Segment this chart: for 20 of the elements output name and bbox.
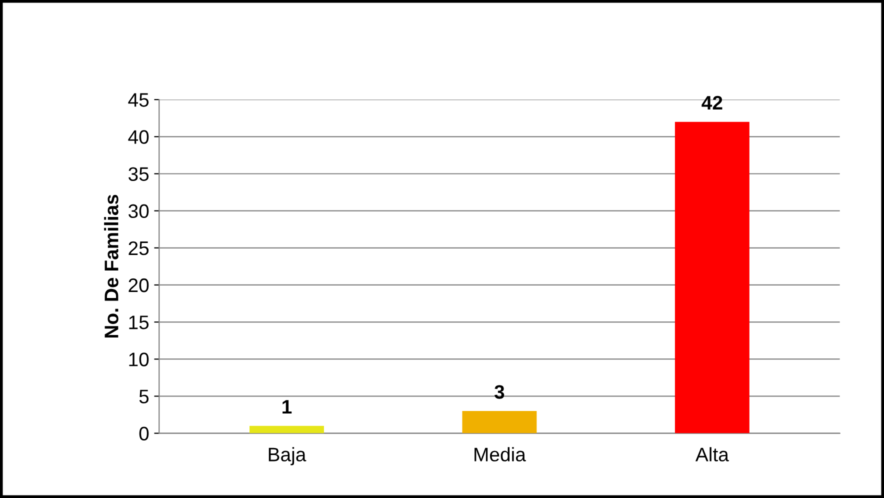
x-tick-label: Alta [695,447,729,462]
y-tick-label: 40 [128,130,149,144]
y-tick-label: 15 [129,316,149,330]
y-tick-label: 20 [128,278,149,292]
y-tick-label: 5 [139,390,149,404]
y-tick-label: 10 [129,352,149,366]
bar [674,122,750,434]
data-label: 42 [702,96,722,110]
y-tick-label: 0 [139,426,149,440]
bar [462,411,537,434]
bar [250,426,324,434]
x-tick-label: Media [474,447,526,462]
x-tick-label: Baja [268,447,306,466]
y-tick-label: 35 [128,167,149,181]
data-label: 3 [494,385,504,399]
y-tick-label: 30 [128,204,149,218]
data-label: 1 [282,400,292,414]
y-axis-title: No. De Familias [104,194,118,338]
y-tick-label: 45 [128,93,149,107]
y-tick-label: 25 [128,241,149,256]
